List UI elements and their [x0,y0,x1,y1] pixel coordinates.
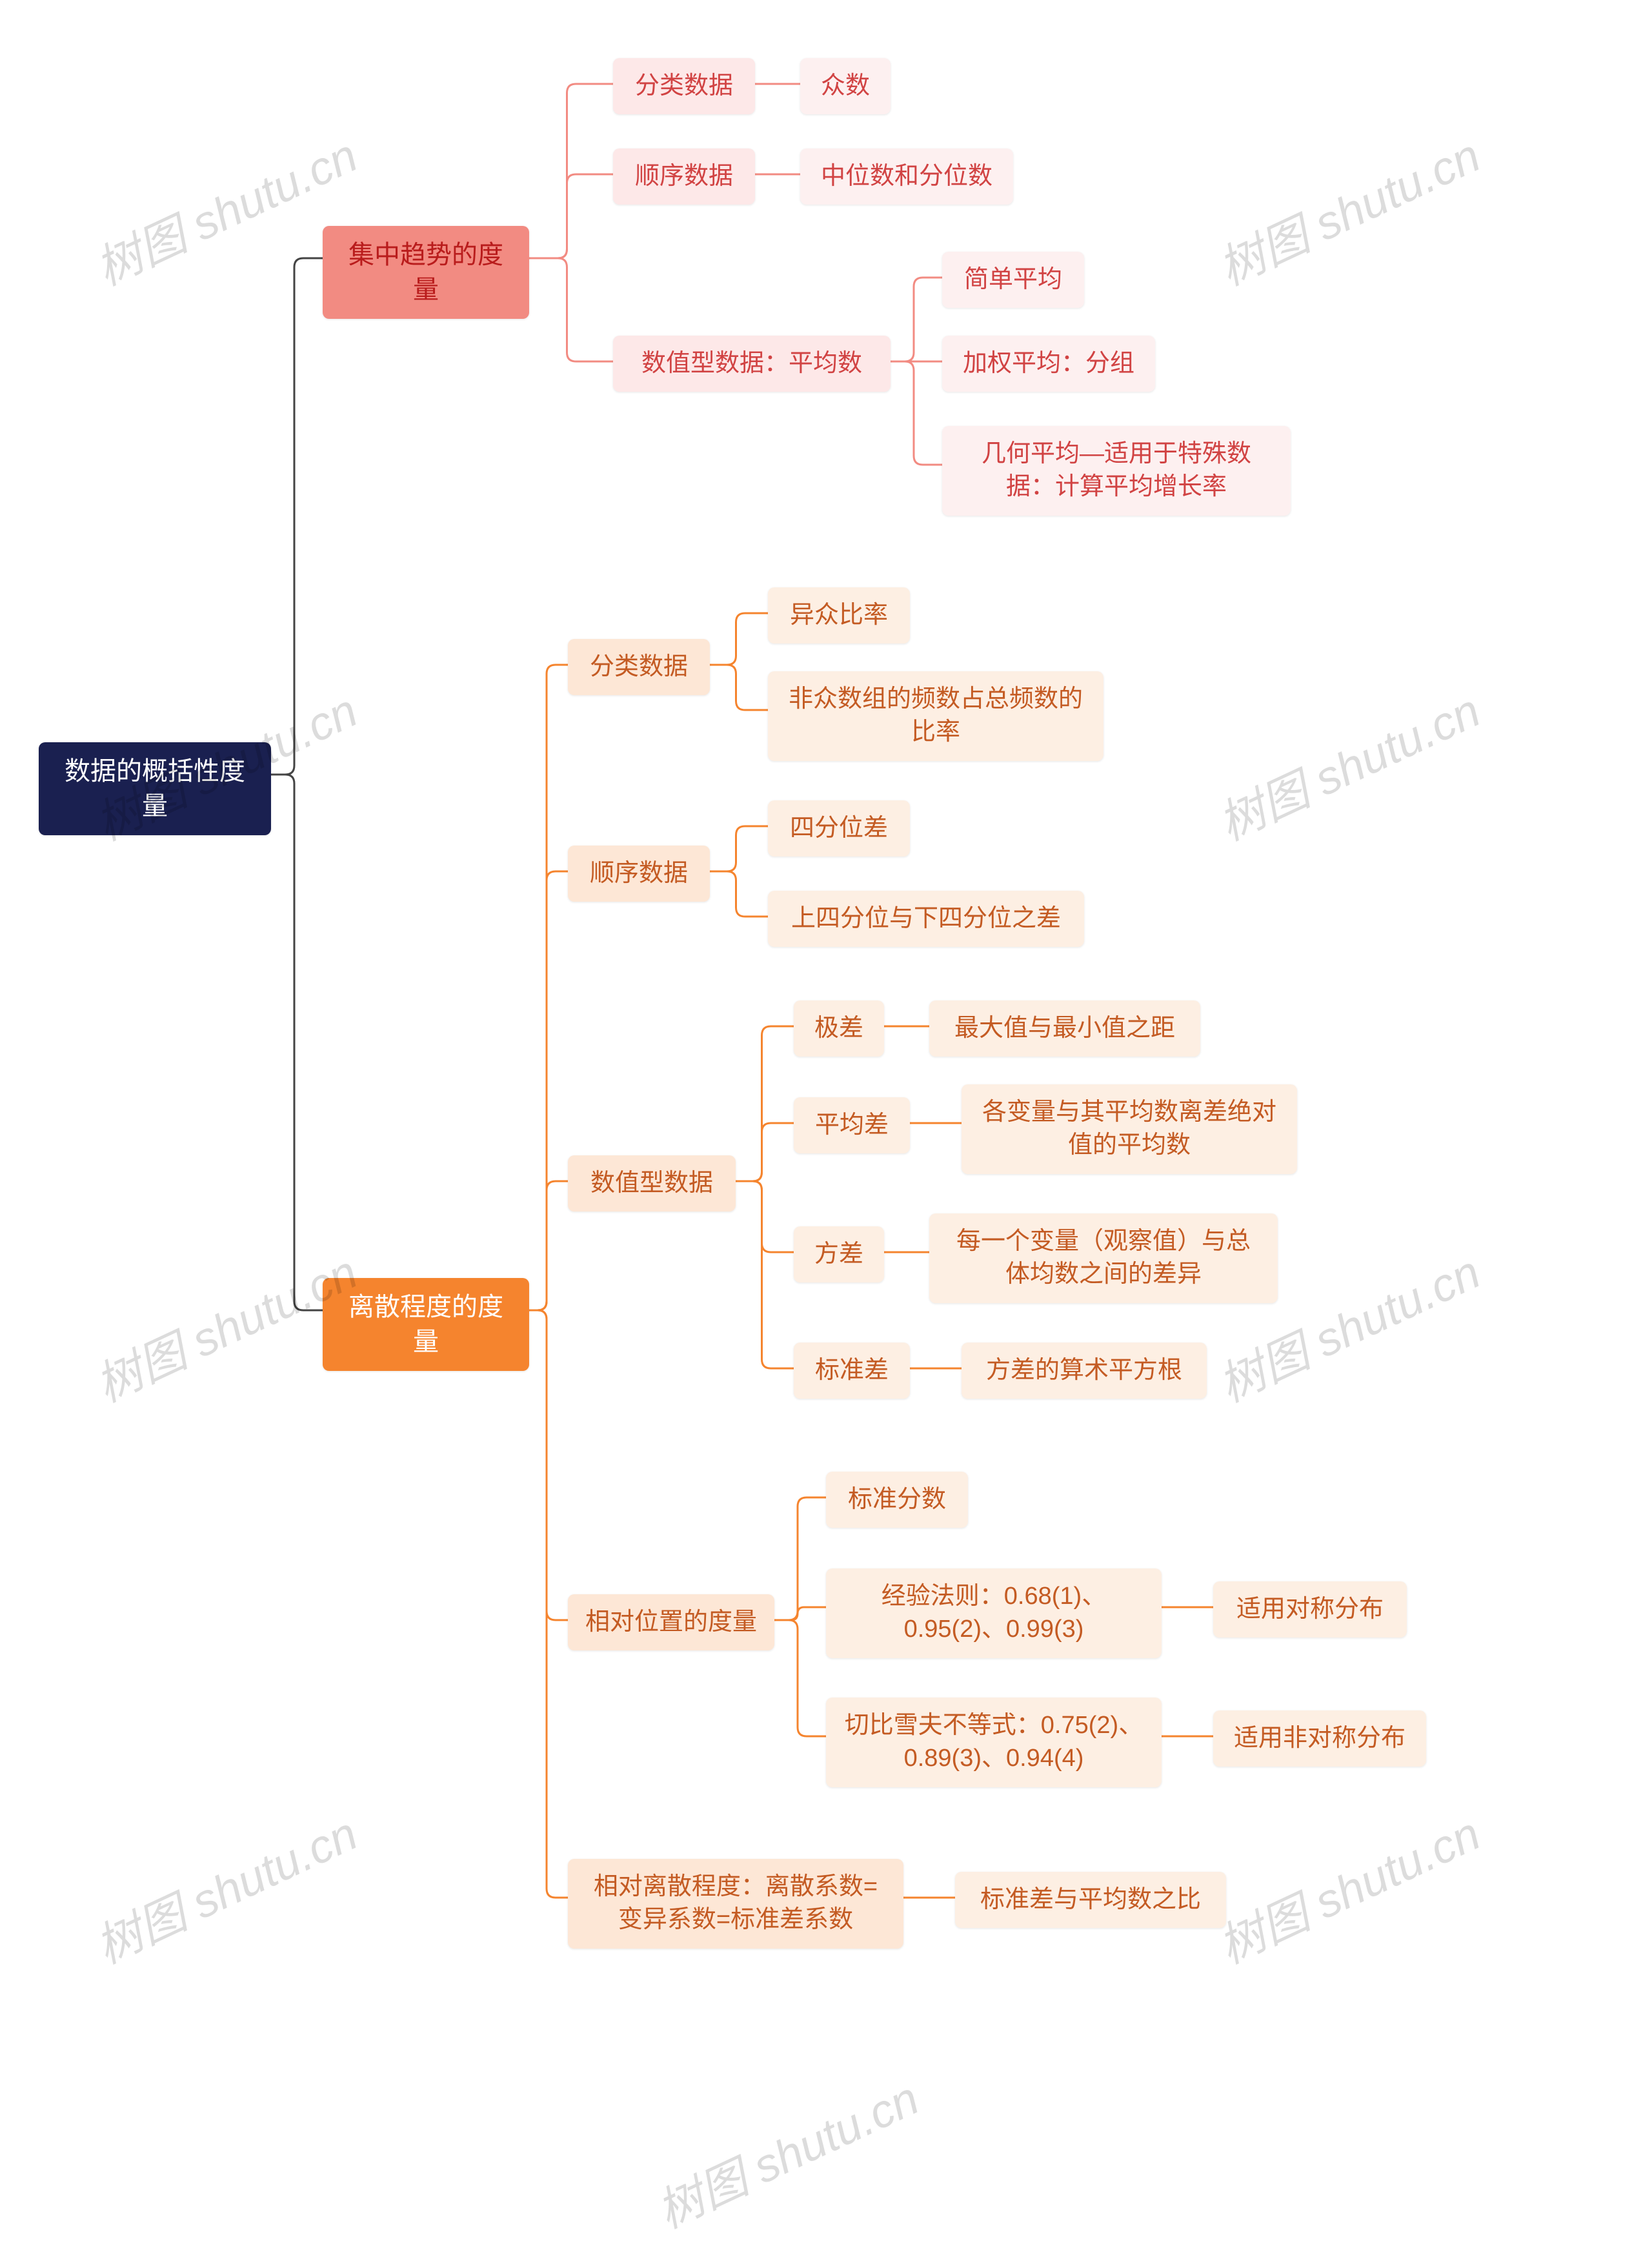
node-oC2a: 各变量与其平均数离差绝对值的平均数 [962,1084,1297,1174]
node-oA1: 异众比率 [768,587,910,644]
watermark: 树图 shutu.cn [644,2061,928,2241]
edge-oB-oB2 [710,871,768,917]
node-p1a: 众数 [800,58,891,114]
node-p3c: 几何平均—适用于特殊数据：计算平均增长率 [942,426,1291,516]
edge-orange-oC [529,1181,568,1310]
watermark: 树图 shutu.cn [83,1796,367,1977]
watermark: 树图 shutu.cn [1205,673,1489,854]
node-oC3: 方差 [794,1226,884,1283]
edge-p3-p3a [891,278,942,361]
node-oD3: 切比雪夫不等式：0.75(2)、0.89(3)、0.94(4) [826,1698,1162,1787]
edge-oC-oC2 [736,1123,794,1181]
node-oD: 相对位置的度量 [568,1594,774,1650]
node-p1: 分类数据 [613,58,755,114]
node-oE: 相对离散程度：离散系数=变异系数=标准差系数 [568,1859,903,1949]
edge-oC-oC1 [736,1026,794,1181]
edge-oA-oA2 [710,665,768,710]
node-p3: 数值型数据：平均数 [613,336,891,392]
edge-orange-oE [529,1310,568,1898]
edge-root-orange [271,775,323,1310]
edge-oD-oD3 [774,1620,826,1736]
node-oC: 数值型数据 [568,1155,736,1212]
edge-p3-p3c [891,361,942,465]
node-oE1: 标准差与平均数之比 [955,1872,1226,1928]
node-oD1: 标准分数 [826,1472,968,1528]
node-oD3a: 适用非对称分布 [1213,1710,1426,1767]
edge-orange-oD [529,1310,568,1620]
node-oB2: 上四分位与下四分位之差 [768,891,1084,947]
edge-pink-p2 [529,174,613,258]
node-oD2a: 适用对称分布 [1213,1581,1407,1638]
node-oC4: 标准差 [794,1343,910,1399]
watermark: 树图 shutu.cn [1205,118,1489,299]
edge-orange-oB [529,871,568,1310]
node-oD2: 经验法则：0.68(1)、0.95(2)、0.99(3) [826,1568,1162,1658]
edge-orange-oA [529,665,568,1310]
edge-oD-oD1 [774,1497,826,1620]
edge-oC-oC3 [736,1181,794,1252]
node-p3a: 简单平均 [942,252,1084,308]
edge-pink-p1 [529,84,613,258]
node-oC1a: 最大值与最小值之距 [929,1000,1200,1057]
edge-oC-oC4 [736,1181,794,1368]
edge-pink-p3 [529,258,613,361]
node-oA: 分类数据 [568,639,710,695]
node-oC4a: 方差的算术平方根 [962,1343,1207,1399]
node-oA2: 非众数组的频数占总频数的比率 [768,671,1103,761]
node-oC3a: 每一个变量（观察值）与总体均数之间的差异 [929,1213,1278,1303]
watermark: 树图 shutu.cn [1205,1796,1489,1977]
edge-oB-oB1 [710,826,768,871]
node-oC2: 平均差 [794,1097,910,1153]
node-oC1: 极差 [794,1000,884,1057]
node-pink: 集中趋势的度量 [323,226,529,319]
edge-oA-oA1 [710,613,768,665]
node-p3b: 加权平均：分组 [942,336,1155,392]
node-oB: 顺序数据 [568,846,710,902]
node-p2a: 中位数和分位数 [800,148,1013,205]
edge-oD-oD2 [774,1607,826,1620]
node-p2: 顺序数据 [613,148,755,205]
node-oB1: 四分位差 [768,800,910,857]
